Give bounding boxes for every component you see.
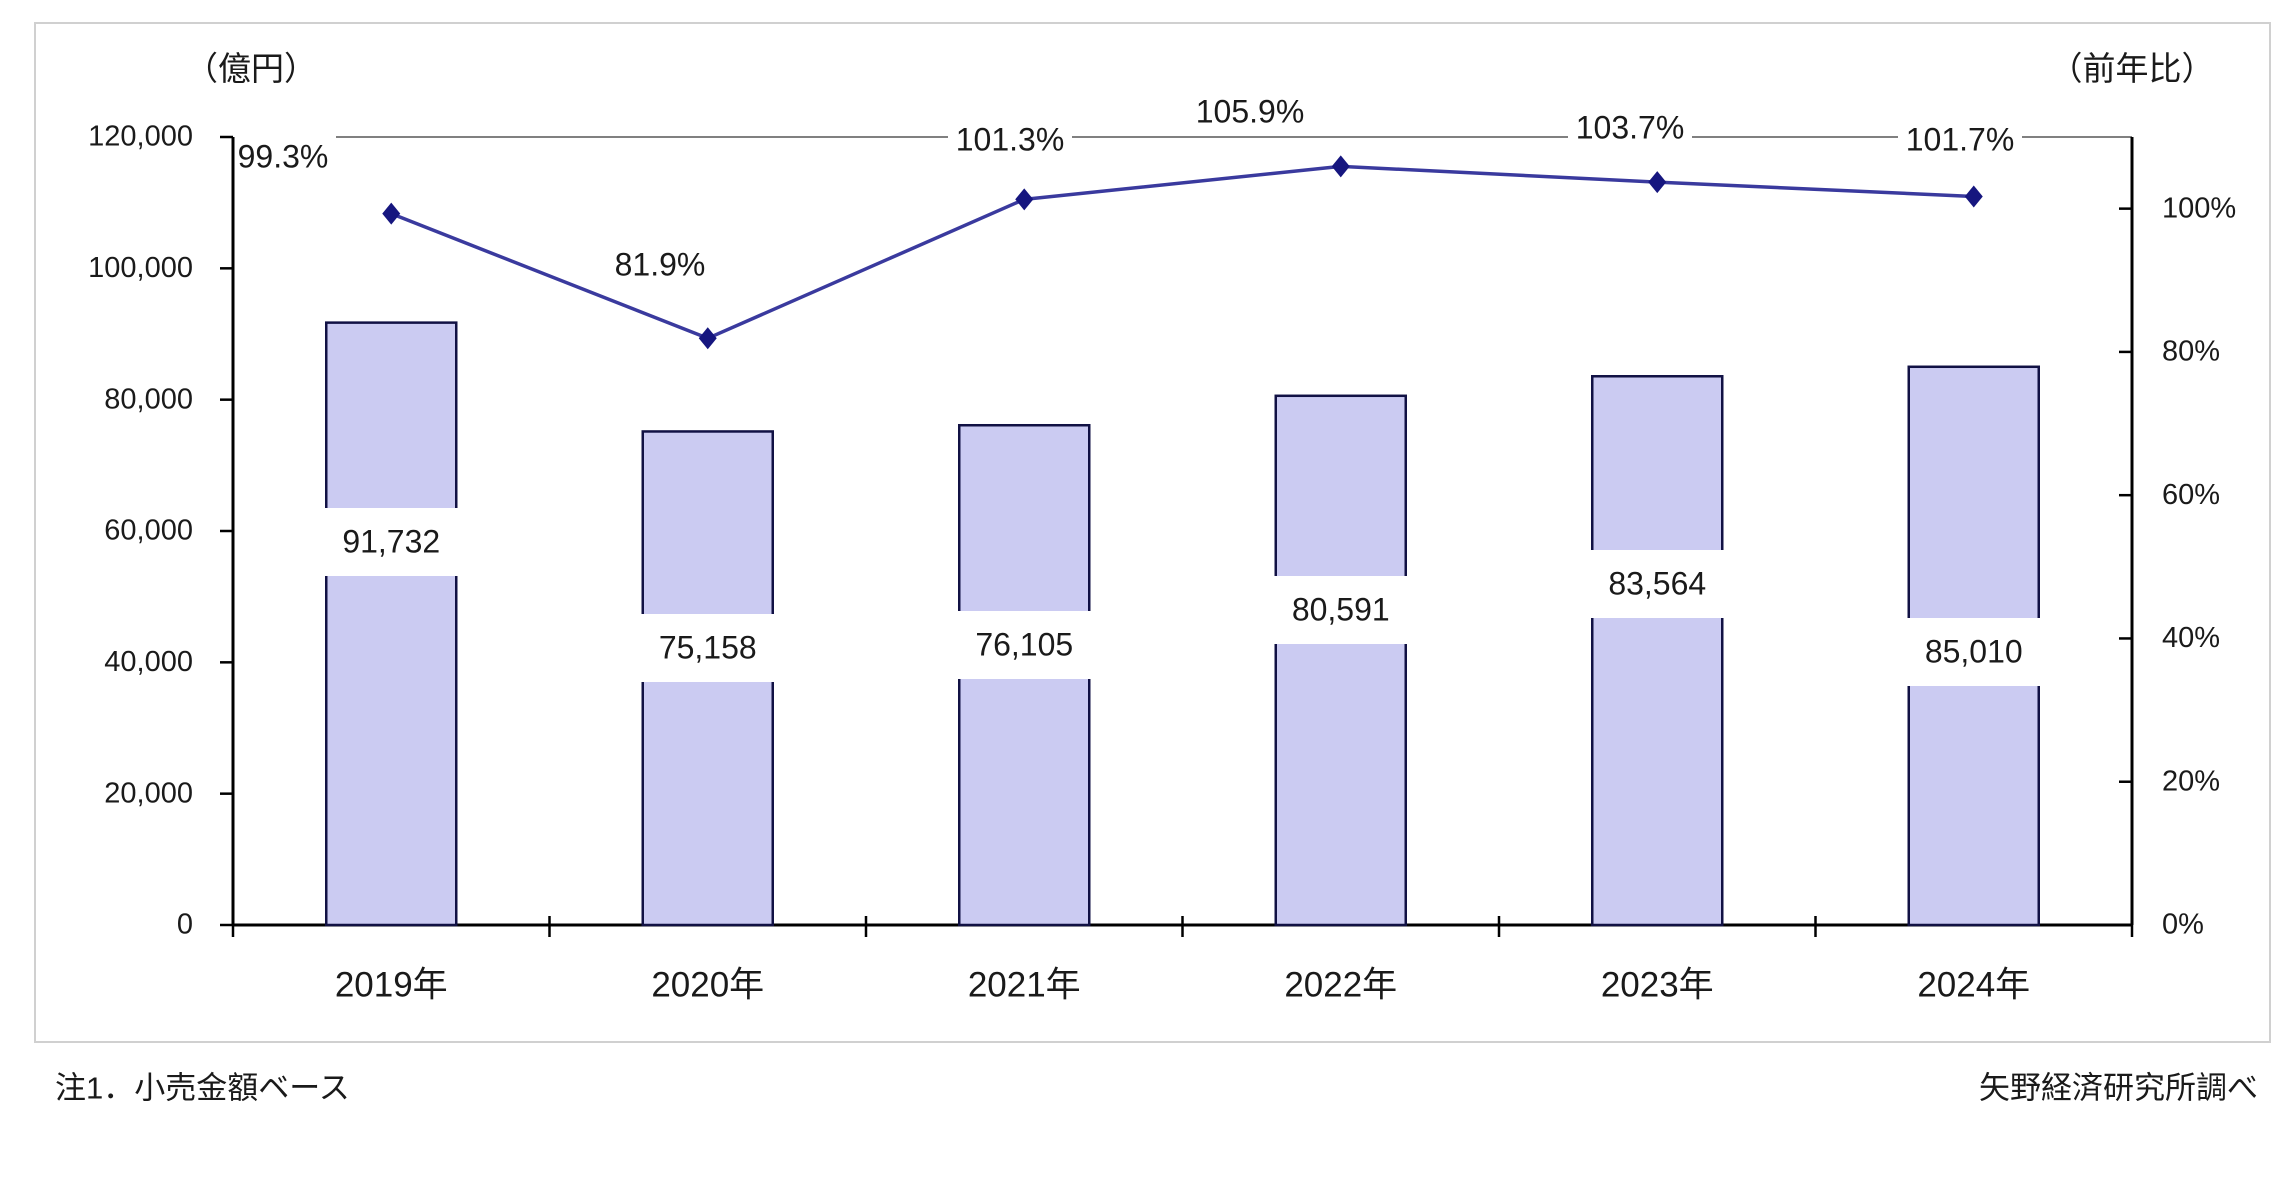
bar-label-bg: [621, 614, 794, 682]
left-axis-tick-label: 40,000: [104, 646, 193, 678]
pct-label: 99.3%: [238, 138, 329, 174]
left-axis-tick-label: 100,000: [88, 252, 193, 284]
bar-label: 85,010: [1925, 633, 2023, 669]
bar-label: 80,591: [1292, 591, 1390, 627]
bar-label-bg: [305, 508, 478, 576]
category-label: 2020年: [651, 965, 764, 1004]
marker-diamond-icon: [1648, 171, 1667, 194]
marker-diamond-icon: [1331, 155, 1350, 178]
right-axis-tick-label: 20%: [2162, 765, 2220, 797]
source-credit: 矢野経済研究所調べ: [1979, 1070, 2258, 1106]
right-axis-tick-label: 0%: [2162, 909, 2204, 941]
footnote: 注1．小売金額ベース: [55, 1070, 350, 1106]
left-axis-unit-label: （億円）: [185, 50, 317, 87]
bar-label-bg: [938, 611, 1111, 679]
bar: [1274, 394, 1407, 927]
pct-label: 81.9%: [615, 246, 706, 282]
pct-label-bg: [1898, 118, 2022, 162]
right-axis-tick-label: 100%: [2162, 192, 2236, 224]
marker-diamond-icon: [1964, 185, 1983, 208]
right-axis-tick-label: 60%: [2162, 479, 2220, 511]
marker-diamond-icon: [698, 327, 717, 350]
bar: [325, 321, 458, 927]
pct-label-bg: [1568, 106, 1692, 150]
bar-label: 83,564: [1608, 565, 1706, 601]
category-label: 2022年: [1284, 965, 1397, 1004]
pct-label-bg: [230, 135, 336, 179]
pct-label-bg: [607, 243, 713, 287]
bar-label: 75,158: [659, 629, 757, 665]
right-axis-unit-label: （前年比）: [2049, 50, 2215, 87]
right-axis-tick-label: 80%: [2162, 336, 2220, 368]
bar-label-bg: [1254, 576, 1427, 644]
chart-frame: [34, 22, 2271, 1043]
left-axis-tick-label: 80,000: [104, 383, 193, 415]
category-label: 2023年: [1601, 965, 1714, 1004]
pct-label: 101.7%: [1906, 121, 2015, 157]
trend-line: [390, 164, 1974, 341]
pct-label-bg: [1188, 90, 1312, 134]
marker-diamond-icon: [1015, 188, 1034, 211]
left-axis-tick-label: 20,000: [104, 777, 193, 809]
bar-label-bg: [1571, 550, 1744, 618]
right-axis-tick-label: 40%: [2162, 622, 2220, 654]
pct-label: 105.9%: [1196, 93, 1305, 129]
pct-label: 103.7%: [1576, 109, 1685, 145]
pct-label-bg: [948, 118, 1072, 162]
marker-diamond-icon: [382, 202, 401, 225]
category-label: 2021年: [968, 965, 1081, 1004]
left-axis-tick-label: 0: [177, 909, 193, 941]
left-axis-tick-label: 60,000: [104, 515, 193, 547]
bar-label: 91,732: [342, 523, 440, 559]
category-label: 2024年: [1917, 965, 2030, 1004]
bar: [1591, 375, 1724, 927]
bar-label: 76,105: [975, 626, 1073, 662]
category-label: 2019年: [335, 965, 448, 1004]
bar-label-bg: [1887, 618, 2060, 686]
left-axis-tick-label: 120,000: [88, 121, 193, 153]
pct-label: 101.3%: [956, 121, 1065, 157]
